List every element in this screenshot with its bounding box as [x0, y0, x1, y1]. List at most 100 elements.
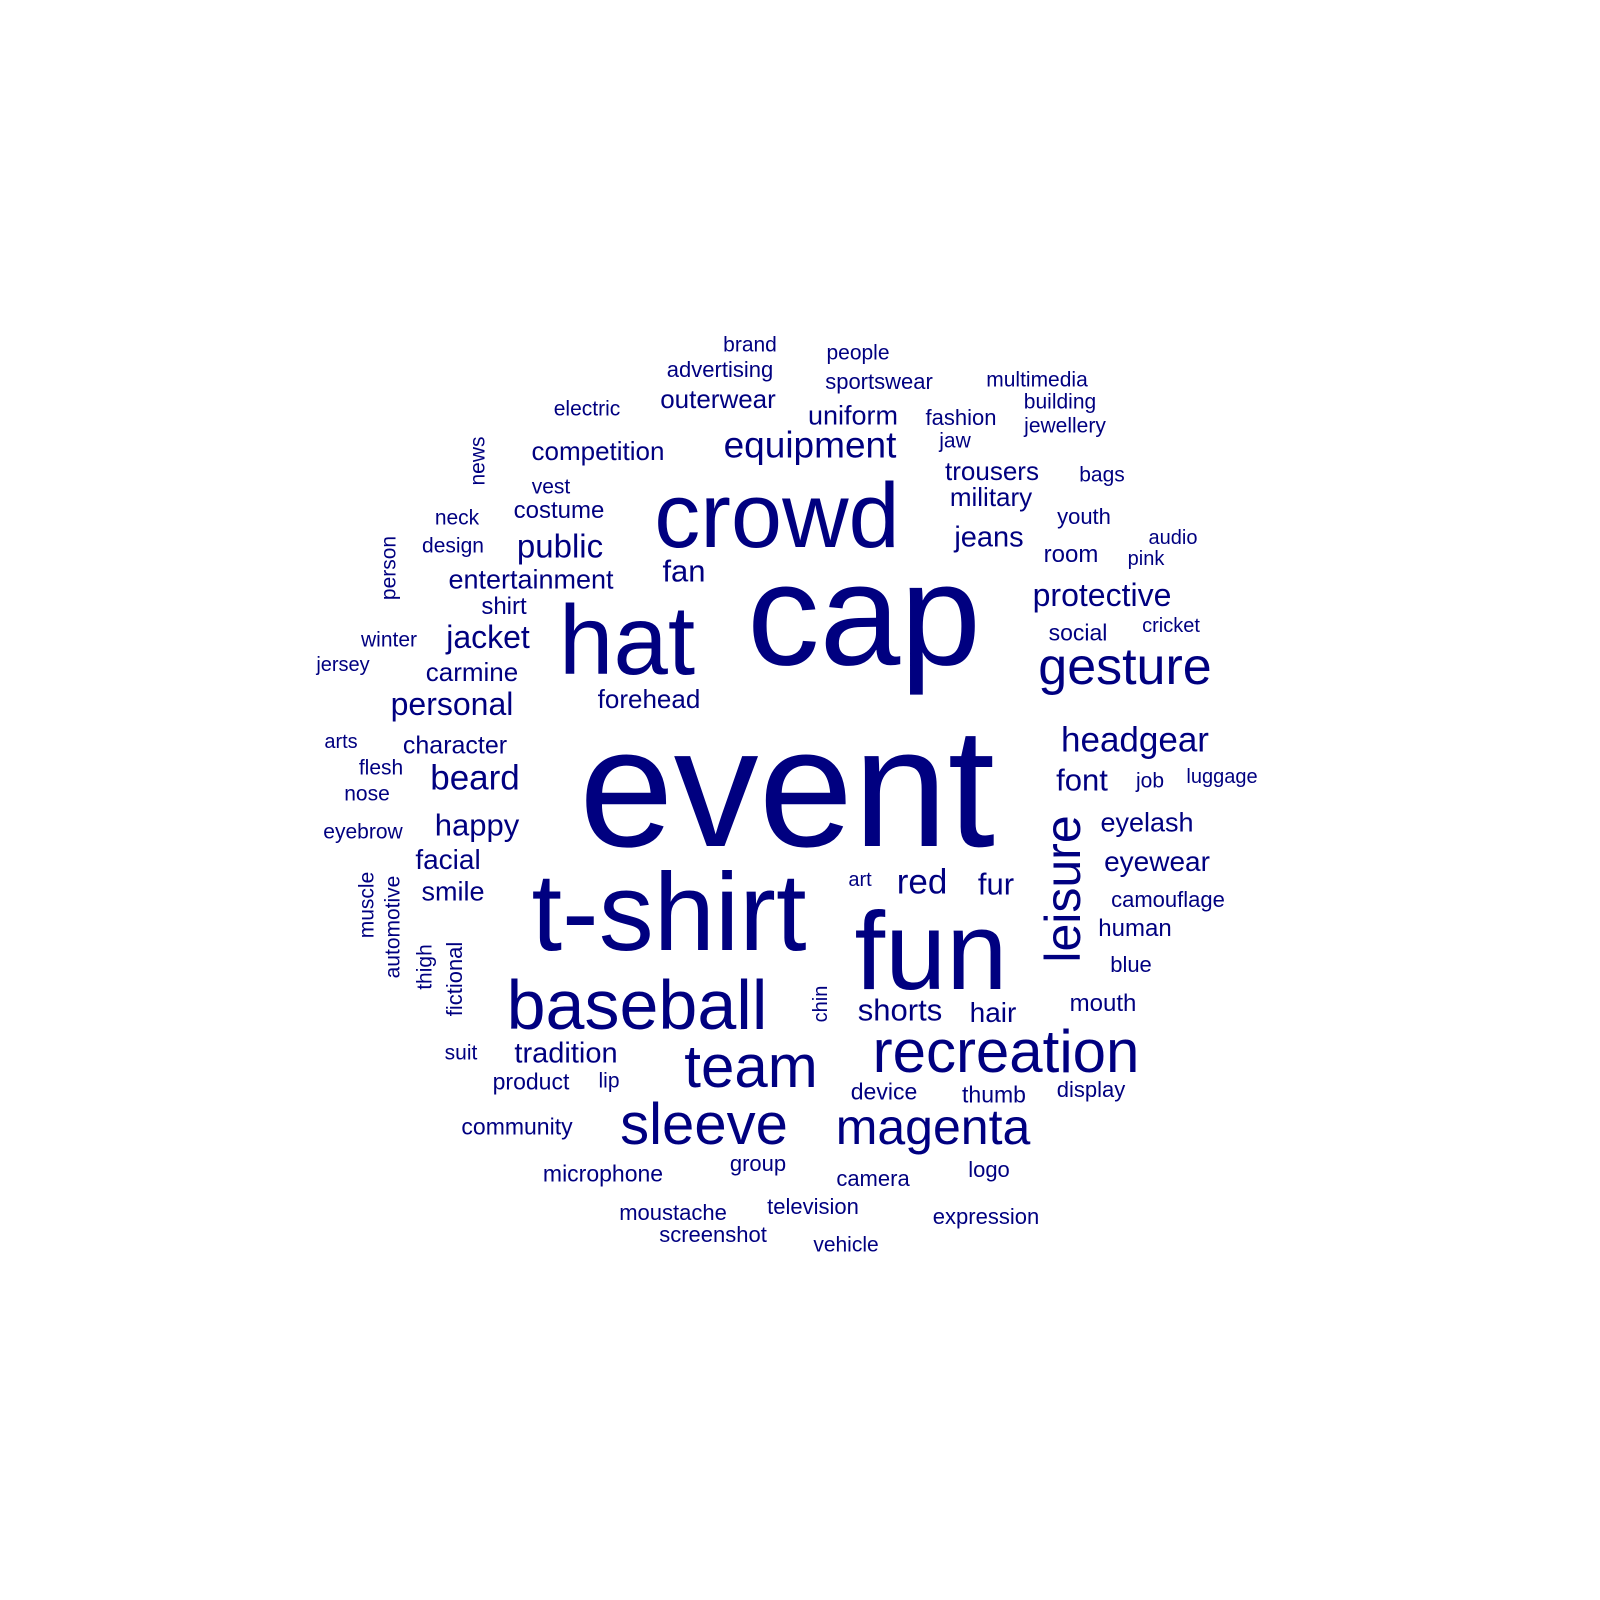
word-fan: fan: [662, 553, 706, 589]
word-electric: electric: [553, 397, 621, 421]
word-shirt: shirt: [481, 593, 527, 620]
word-brand: brand: [723, 333, 777, 357]
word-multimedia: multimedia: [986, 368, 1088, 392]
word-baseball: baseball: [506, 966, 768, 1044]
word-carmine: carmine: [425, 657, 519, 687]
word-jacket: jacket: [446, 619, 530, 655]
word-costume: costume: [513, 497, 605, 524]
word-chin: chin: [810, 985, 832, 1023]
word-logo: logo: [968, 1157, 1010, 1182]
word-microphone: microphone: [542, 1160, 664, 1187]
word-eyebrow: eyebrow: [323, 820, 403, 844]
word-cricket: cricket: [1142, 615, 1200, 637]
word-fur: fur: [977, 866, 1015, 902]
word-facial: facial: [415, 844, 481, 875]
word-personal: personal: [390, 686, 514, 722]
word-forehead: forehead: [597, 684, 701, 714]
word-winter: winter: [360, 628, 418, 652]
word-people: people: [826, 341, 890, 365]
word-camera: camera: [836, 1166, 910, 1191]
word-leisure: leisure: [1035, 815, 1091, 963]
word-uniform: uniform: [807, 400, 899, 431]
word-team: team: [684, 1033, 818, 1100]
word-event: event: [579, 693, 995, 883]
word-vest: vest: [531, 475, 571, 499]
word-mouth: mouth: [1069, 990, 1137, 1017]
word-competition: competition: [531, 436, 665, 466]
word-news: news: [466, 436, 490, 486]
word-muscle: muscle: [355, 871, 379, 939]
word-room: room: [1043, 541, 1099, 568]
word-crowd: crowd: [654, 465, 900, 567]
word-television: television: [767, 1194, 859, 1219]
word-design: design: [422, 534, 484, 558]
word-camouflage: camouflage: [1111, 887, 1225, 912]
word-vehicle: vehicle: [813, 1233, 879, 1257]
word-trousers: trousers: [945, 456, 1039, 486]
word-equipment: equipment: [723, 424, 897, 466]
word-eyelash: eyelash: [1100, 807, 1194, 838]
word-fictional: fictional: [442, 941, 467, 1017]
word-luggage: luggage: [1186, 766, 1258, 788]
word-t-shirt: t-shirt: [531, 851, 807, 974]
word-human: human: [1098, 915, 1172, 942]
word-fun: fun: [854, 890, 1008, 1013]
word-jaw: jaw: [939, 429, 971, 453]
word-jeans: jeans: [954, 521, 1024, 554]
word-suit: suit: [444, 1041, 478, 1065]
word-jewellery: jewellery: [1024, 414, 1106, 438]
word-jersey: jersey: [316, 654, 370, 676]
word-headgear: headgear: [1061, 720, 1209, 760]
word-fashion: fashion: [925, 405, 997, 430]
word-gesture: gesture: [1038, 638, 1212, 696]
word-public: public: [516, 527, 604, 565]
word-expression: expression: [932, 1204, 1040, 1229]
word-social: social: [1048, 619, 1108, 646]
word-happy: happy: [434, 807, 520, 843]
word-lip: lip: [598, 1069, 620, 1093]
word-product: product: [492, 1068, 570, 1095]
word-sportswear: sportswear: [825, 369, 933, 394]
word-flesh: flesh: [358, 756, 404, 780]
word-character: character: [402, 731, 508, 760]
word-audio: audio: [1148, 527, 1198, 549]
word-art: art: [848, 869, 872, 891]
word-smile: smile: [421, 876, 485, 907]
word-hair: hair: [969, 997, 1017, 1028]
word-bags: bags: [1079, 463, 1125, 487]
word-moustache: moustache: [619, 1200, 727, 1225]
word-beard: beard: [430, 758, 520, 798]
word-community: community: [461, 1113, 573, 1140]
word-device: device: [850, 1078, 918, 1105]
word-hat: hat: [558, 585, 696, 695]
word-sleeve: sleeve: [620, 1092, 788, 1157]
word-group: group: [729, 1151, 787, 1176]
word-red: red: [896, 862, 948, 902]
word-nose: nose: [344, 782, 390, 806]
word-recreation: recreation: [872, 1018, 1140, 1085]
word-military: military: [949, 482, 1033, 512]
word-blue: blue: [1110, 952, 1152, 977]
word-person: person: [377, 535, 401, 601]
word-eyewear: eyewear: [1104, 846, 1210, 877]
word-magenta: magenta: [835, 1099, 1031, 1155]
word-advertising: advertising: [666, 357, 774, 382]
word-arts: arts: [324, 731, 358, 753]
word-shorts: shorts: [857, 992, 943, 1028]
word-building: building: [1023, 390, 1097, 414]
word-youth: youth: [1057, 504, 1111, 529]
word-screenshot: screenshot: [659, 1222, 767, 1247]
word-font: font: [1056, 762, 1108, 798]
word-entertainment: entertainment: [448, 564, 614, 595]
word-outerwear: outerwear: [660, 384, 776, 414]
word-thumb: thumb: [962, 1081, 1026, 1108]
word-neck: neck: [434, 506, 480, 530]
word-thigh: thigh: [413, 944, 437, 990]
word-automotive: automotive: [381, 875, 405, 979]
word-cap: cap: [747, 533, 981, 696]
word-display: display: [1056, 1077, 1126, 1102]
word-job: job: [1135, 769, 1165, 793]
word-protective: protective: [1032, 577, 1172, 613]
word-pink: pink: [1127, 548, 1165, 570]
